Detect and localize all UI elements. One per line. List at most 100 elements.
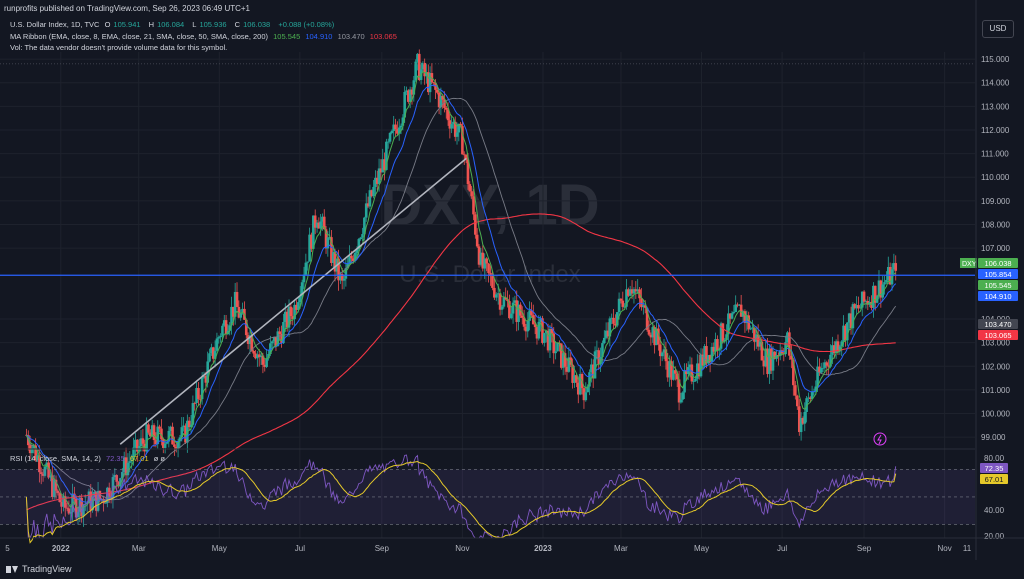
symbol-legend[interactable]: U.S. Dollar Index, 1D, TVC O 105.941 H 106…: [10, 20, 337, 29]
candle-body: [743, 311, 747, 323]
candle-body: [526, 320, 530, 332]
candle-body: [160, 428, 163, 440]
rsi-ma-line: [25, 460, 897, 544]
candle-body: [414, 61, 417, 81]
candle-body: [475, 234, 479, 247]
candle-body: [670, 361, 673, 380]
candle-body: [191, 403, 195, 425]
candle-body: [219, 335, 222, 338]
candle-body: [462, 154, 466, 156]
candle-body: [894, 263, 898, 271]
candle-body: [697, 363, 701, 377]
candle-body: [494, 294, 498, 298]
candle-body: [810, 391, 814, 399]
candle-body: [773, 351, 777, 359]
candle-body: [692, 381, 695, 382]
candle-body: [287, 306, 291, 328]
rsi-legend[interactable]: RSI (14, close, SMA, 14, 2) 72.35 67.01 …: [10, 454, 168, 463]
candle-body: [461, 126, 464, 155]
candle-body: [489, 273, 492, 277]
candle-body: [383, 159, 386, 170]
ma-ribbon-legend[interactable]: MA Ribbon (EMA, close, 8, EMA, close, 21…: [10, 32, 400, 41]
candle-body: [197, 387, 200, 399]
candle-body: [364, 203, 368, 218]
candle-body: [543, 332, 546, 343]
candle-body: [723, 339, 727, 342]
candle-body: [342, 278, 346, 281]
candle-body: [623, 306, 626, 308]
ema8-value: 105.545: [273, 32, 301, 41]
candle-body: [685, 370, 688, 375]
candle-body: [141, 438, 145, 444]
tradingview-logo[interactable]: TradingView: [6, 564, 72, 574]
candle-body: [182, 425, 185, 428]
candle-body: [267, 354, 270, 359]
price-tick-label: 107.000: [981, 244, 1010, 253]
candle-body: [139, 438, 143, 446]
candle-body: [355, 249, 359, 253]
candle-body: [621, 300, 625, 307]
candle-body: [126, 462, 130, 476]
candle-body: [640, 298, 643, 308]
price-tick-label: 102.000: [981, 362, 1010, 371]
candle-body: [777, 355, 780, 356]
candle-body: [366, 203, 370, 207]
candle-body: [696, 363, 699, 379]
footer-bar: [0, 560, 1024, 579]
candle-body: [313, 215, 317, 228]
candle-body: [703, 346, 706, 366]
currency-button[interactable]: USD: [982, 20, 1014, 38]
candle-body: [171, 426, 174, 445]
candle-body: [677, 379, 681, 403]
candle-body: [289, 306, 293, 317]
candle-body: [222, 320, 226, 326]
candle-body: [363, 217, 366, 235]
candle-body: [515, 300, 519, 322]
time-tick-label: Mar: [132, 544, 146, 553]
candle-body: [241, 308, 244, 314]
time-tick-label: 5: [5, 544, 10, 553]
candle-body: [714, 339, 717, 352]
candle-body: [49, 475, 52, 478]
candle-body: [344, 268, 348, 279]
candle-body: [47, 462, 50, 478]
candle-body: [544, 330, 548, 333]
candle-body: [437, 92, 441, 108]
trendline[interactable]: [119, 157, 467, 445]
candle-body: [834, 341, 838, 353]
candle-body: [855, 305, 858, 309]
candle-body: [232, 306, 235, 317]
candle-body: [751, 327, 754, 329]
rsi-ma-value: 67.01: [129, 454, 149, 463]
price-tick-label: 111.000: [981, 150, 1009, 159]
candle-body: [741, 311, 745, 317]
candle-body: [792, 359, 795, 386]
candle-body: [150, 425, 154, 437]
candle-body: [745, 315, 749, 323]
candle-body: [453, 121, 457, 137]
candle-body: [716, 339, 719, 351]
candle-body: [202, 375, 206, 378]
candle-body: [428, 73, 432, 93]
candle-body: [573, 375, 576, 383]
candle-body: [407, 90, 410, 102]
candle-body: [658, 344, 662, 357]
candle-body: [862, 291, 866, 302]
event-icon[interactable]: [873, 432, 887, 446]
candle-body: [786, 332, 789, 343]
candle-body: [152, 425, 156, 441]
candle-body: [885, 279, 888, 283]
candle-body: [132, 447, 135, 460]
candle-body: [762, 360, 766, 367]
candle-body: [457, 123, 461, 133]
candle-body: [831, 345, 834, 355]
candle-body: [645, 307, 649, 330]
candle-body: [213, 350, 217, 359]
candle-body: [736, 304, 739, 306]
candle-body: [647, 329, 651, 335]
candle-body: [584, 392, 588, 401]
candle-body: [749, 328, 752, 330]
candle-body: [814, 386, 818, 392]
candle-body: [614, 323, 617, 326]
